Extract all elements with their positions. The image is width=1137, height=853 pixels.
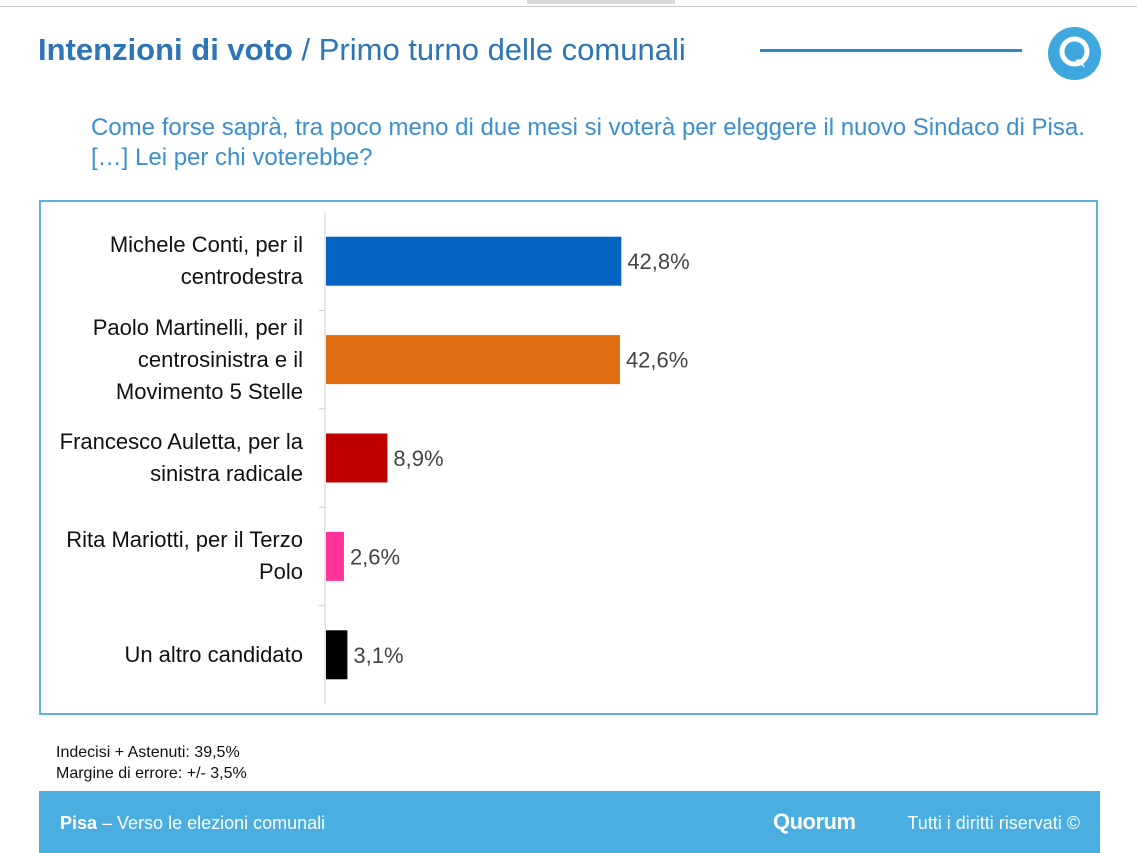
category-label-2: Paolo Martinelli, per il centrosinistra … xyxy=(92,314,303,404)
bar-2 xyxy=(326,335,620,385)
quorum-q-logo-icon xyxy=(1048,27,1101,80)
bar-4 xyxy=(326,531,344,581)
value-label-3: 8,9% xyxy=(393,446,443,471)
note-undecided: Indecisi + Astenuti: 39,5% xyxy=(56,744,240,761)
footer-subtitle: – Verso le elezioni comunali xyxy=(97,813,326,833)
page-title: Intenzioni di voto / Primo turno delle c… xyxy=(38,30,686,70)
bar-chart: 42,8% 42,6% 8,9% 2,6% 3,1% xyxy=(319,212,690,704)
title-separator: / xyxy=(301,32,311,67)
title-rule xyxy=(760,49,1022,52)
value-label-1: 42,8% xyxy=(627,249,689,274)
bar-3 xyxy=(326,433,388,483)
value-label-2: 42,6% xyxy=(626,348,688,373)
footer-place: Pisa xyxy=(60,813,98,833)
footer-bar: Pisa – Verso le elezioni comunali Quorum… xyxy=(39,791,1100,853)
footer-rights: Tutti i diritti riservati © xyxy=(907,813,1080,833)
note-margin-of-error: Margine di errore: +/- 3,5% xyxy=(56,765,247,782)
category-label-5: Un altro candidato xyxy=(124,641,303,667)
value-label-4: 2,6% xyxy=(350,544,400,569)
survey-question: Come forse saprà, tra poco meno di due m… xyxy=(91,114,1085,171)
bar-1 xyxy=(326,236,622,286)
category-label-1: Michele Conti, per il centrodestra xyxy=(109,232,303,290)
footer-brand-logo: Quorum xyxy=(773,809,856,834)
bar-5 xyxy=(326,630,348,680)
value-label-5: 3,1% xyxy=(353,643,403,668)
title-main: Intenzioni di voto xyxy=(38,32,293,67)
footer-caption: Pisa – Verso le elezioni comunali xyxy=(60,812,325,834)
footnotes: Indecisi + Astenuti: 39,5% Margine di er… xyxy=(56,742,247,784)
category-label-3: Francesco Auletta, per la sinistra radic… xyxy=(59,429,303,486)
category-label-4: Rita Mariotti, per il Terzo Polo xyxy=(66,527,303,585)
title-subtitle: Primo turno delle comunali xyxy=(318,32,686,67)
window-top-tab xyxy=(527,0,675,4)
chart-frame xyxy=(39,200,1098,715)
window-top-border xyxy=(0,6,1137,7)
